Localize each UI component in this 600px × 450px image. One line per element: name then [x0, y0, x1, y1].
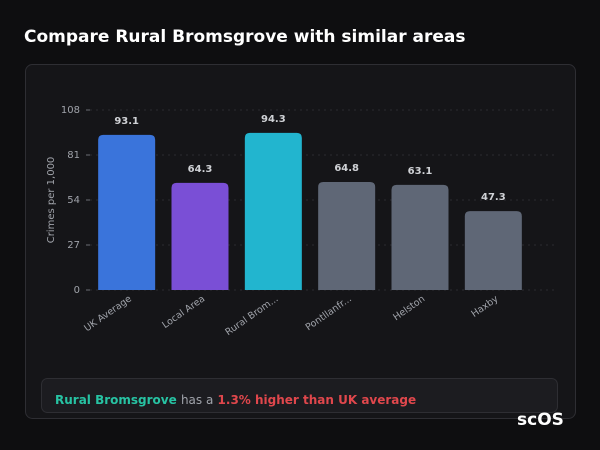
y-tick-label: 54 — [67, 195, 80, 206]
value-label: 94.3 — [261, 114, 286, 125]
note-highlight: 1.3% higher than UK average — [218, 393, 417, 407]
chart-title: Compare Rural Bromsgrove with similar ar… — [24, 27, 466, 47]
note-area: Rural Bromsgrove — [55, 393, 177, 407]
note: Rural Bromsgrove has a 1.3% higher than … — [55, 393, 416, 407]
bar — [244, 132, 302, 290]
bar — [98, 134, 156, 290]
bar — [464, 211, 522, 290]
y-tick-label: 0 — [74, 285, 80, 296]
value-label: 64.3 — [188, 164, 213, 175]
bar — [171, 182, 229, 290]
y-tick-label: 108 — [61, 105, 80, 116]
bar — [318, 182, 376, 290]
note-text: has a — [181, 393, 213, 407]
y-tick-label: 81 — [67, 150, 80, 161]
logo: scOS — [517, 410, 564, 430]
value-label: 63.1 — [408, 166, 433, 177]
y-tick-label: 27 — [67, 240, 80, 251]
value-label: 93.1 — [114, 116, 139, 127]
note-box — [41, 378, 558, 413]
y-axis-label: Crimes per 1,000 — [46, 157, 57, 244]
value-label: 47.3 — [481, 192, 506, 203]
value-label: 64.8 — [334, 163, 359, 174]
bar — [391, 184, 449, 290]
